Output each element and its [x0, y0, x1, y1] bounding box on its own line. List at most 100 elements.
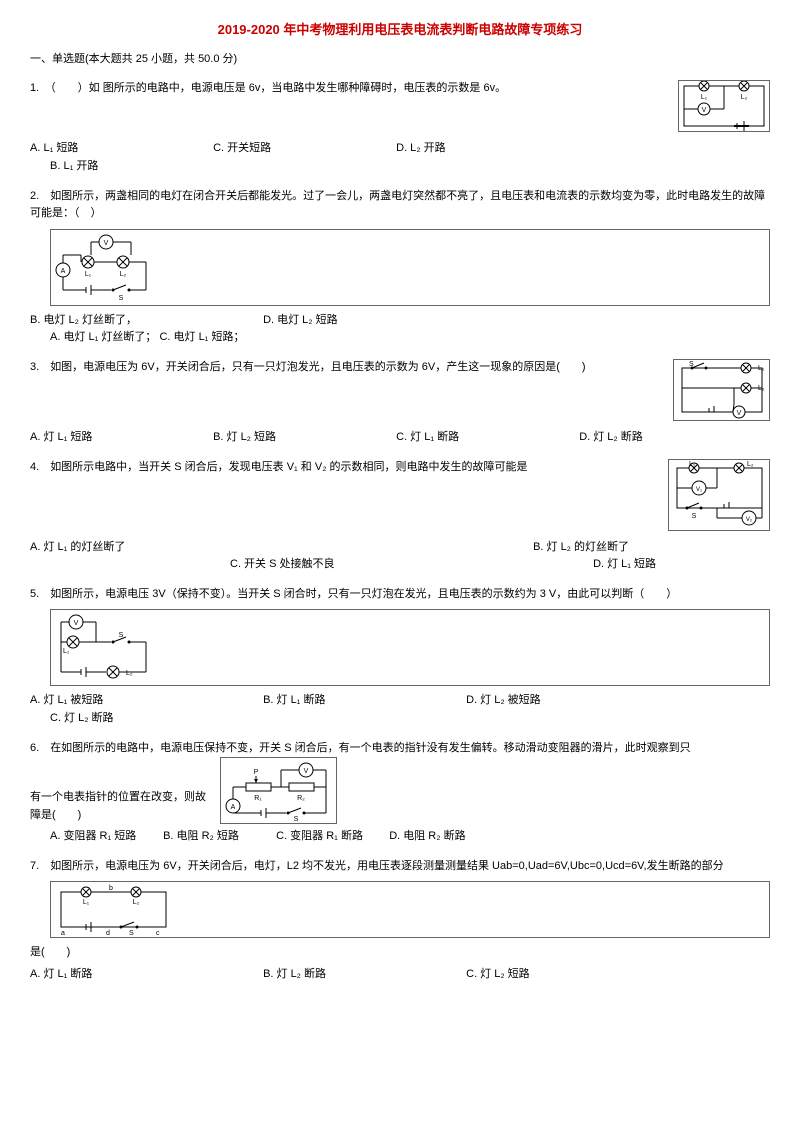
q6-circuit-fig: A V P R₁ R₂ S: [220, 757, 337, 824]
q1-num: 1.: [30, 82, 39, 94]
question-7: 7. 如图所示，电源电压为 6V，开关闭合后，电灯，L2 均不发光，用电压表逐段…: [30, 858, 770, 984]
svg-text:V: V: [737, 410, 742, 417]
q6-text-a: 在如图所示的电路中，电源电压保持不变，开关 S 闭合后，有一个电表的指针没有发生…: [50, 742, 690, 754]
q5-opt-d: D. 灯 L₂ 被短路: [466, 692, 541, 710]
q4-text: 如图所示电路中，当开关 S 闭合后，发现电压表 V₁ 和 V₂ 的示数相同，则电…: [50, 461, 527, 473]
q4-opt-a: A. 灯 L₁ 的灯丝断了: [30, 539, 530, 557]
q3-circuit-fig: S L₁ L₂ V: [673, 359, 770, 421]
q6-text-b: 有一个电表指针的位置在改变，则故障是( ): [30, 789, 210, 824]
svg-text:L₂: L₂: [747, 461, 754, 468]
q5-options: A. 灯 L₁ 被短路 B. 灯 L₁ 断路 D. 灯 L₂ 被短路 C. 灯 …: [30, 692, 770, 727]
q3-text: 如图，电源电压为 6V，开关闭合后，只有一只灯泡发光，且电压表的示数为 6V，产…: [50, 361, 585, 373]
page-title: 2019-2020 年中考物理利用电压表电流表判断电路故障专项练习: [30, 20, 770, 41]
q1-opt-a: A. L₁ 短路: [30, 140, 210, 158]
svg-text:V: V: [74, 620, 79, 627]
svg-text:d: d: [106, 930, 110, 937]
q4-options: A. 灯 L₁ 的灯丝断了 B. 灯 L₂ 的灯丝断了 C. 开关 S 处接触不…: [30, 539, 770, 574]
question-6: 6. 在如图所示的电路中，电源电压保持不变，开关 S 闭合后，有一个电表的指针没…: [30, 740, 770, 846]
q6-opt-b: B. 电阻 R₂ 短路: [163, 828, 273, 846]
q1-opt-d: D. L₂ 开路: [396, 140, 576, 158]
svg-text:L₂: L₂: [741, 94, 748, 101]
svg-text:L₂: L₂: [126, 670, 133, 677]
question-5: 5. 如图所示，电源电压 3V（保持不变）。当开关 S 闭合时，只有一只灯泡在发…: [30, 586, 770, 728]
svg-text:S: S: [294, 816, 299, 823]
svg-text:V: V: [304, 768, 309, 775]
q5-opt-a: A. 灯 L₁ 被短路: [30, 692, 260, 710]
svg-text:b: b: [109, 885, 113, 892]
q2-text: 如图所示，两盏相同的电灯在闭合开关后都能发光。过了一会儿，两盏电灯突然都不亮了，…: [30, 190, 765, 220]
q2-num: 2.: [30, 190, 39, 202]
svg-text:S: S: [692, 513, 697, 520]
q3-opt-b: B. 灯 L₂ 短路: [213, 429, 393, 447]
q7-opt-a: A. 灯 L₁ 断路: [30, 966, 260, 984]
svg-text:L₁: L₁: [758, 365, 765, 372]
svg-text:S: S: [689, 361, 694, 368]
question-4: L₁ L₂ V₁ S V₂ 4. 如图所示电路中，当开关 S 闭合后，发现电压表…: [30, 459, 770, 574]
svg-text:L₂: L₂: [758, 385, 765, 392]
q7-num: 7.: [30, 860, 39, 872]
svg-text:A: A: [231, 804, 236, 811]
q7-opt-c: C. 灯 L₂ 短路: [466, 966, 530, 984]
svg-text:P: P: [254, 769, 259, 776]
q1-opt-c: C. 开关短路: [213, 140, 393, 158]
q7-text-a: 如图所示，电源电压为 6V，开关闭合后，电灯，L2 均不发光，用电压表逐段测量测…: [50, 860, 723, 872]
svg-text:R₂: R₂: [297, 795, 305, 802]
q3-opt-d: D. 灯 L₂ 断路: [579, 429, 643, 447]
section-heading: 一、单选题(本大题共 25 小题，共 50.0 分): [30, 51, 770, 69]
q2-opt-a: A. 电灯 L₁ 灯丝断了；: [50, 329, 156, 347]
q6-num: 6.: [30, 742, 39, 754]
q5-opt-b: B. 灯 L₁ 断路: [263, 692, 463, 710]
q1-text: （ ）如 图所示的电路中，电源电压是 6v，当电路中发生哪种障碍时，电压表的示数…: [50, 82, 506, 94]
q2-opt-d: D. 电灯 L₂ 短路: [263, 312, 338, 330]
q2-opt-b: B. 电灯 L₂ 灯丝断了，: [30, 312, 260, 330]
svg-text:c: c: [156, 930, 160, 937]
svg-text:V₁: V₁: [696, 487, 702, 493]
q2-circuit-fig: A V L₁ L₂ S: [50, 229, 770, 306]
q5-opt-c: C. 灯 L₂ 断路: [50, 710, 114, 728]
svg-text:L₁: L₁: [85, 271, 92, 278]
svg-text:L₁: L₁: [83, 899, 90, 906]
q4-opt-d: D. 灯 L₁ 短路: [593, 556, 656, 574]
svg-text:V: V: [104, 240, 109, 247]
svg-text:L₂: L₂: [120, 271, 127, 278]
svg-text:S: S: [129, 930, 134, 937]
q3-options: A. 灯 L₁ 短路 B. 灯 L₂ 短路 C. 灯 L₁ 断路 D. 灯 L₂…: [30, 429, 770, 447]
svg-text:A: A: [61, 268, 66, 275]
q6-opt-d: D. 电阻 R₂ 断路: [389, 828, 465, 846]
svg-text:L₁: L₁: [63, 648, 70, 655]
q6-opt-c: C. 变阻器 R₁ 断路: [276, 828, 386, 846]
svg-text:R₁: R₁: [254, 795, 262, 802]
q6-options: A. 变阻器 R₁ 短路 B. 电阻 R₂ 短路 C. 变阻器 R₁ 断路 D.…: [50, 828, 770, 846]
q5-text: 如图所示，电源电压 3V（保持不变）。当开关 S 闭合时，只有一只灯泡在发光，且…: [50, 588, 677, 600]
q1-circuit-fig: L₁ L₂ V: [678, 80, 770, 132]
q7-options: A. 灯 L₁ 断路 B. 灯 L₂ 断路 C. 灯 L₂ 短路: [30, 966, 770, 984]
q7-circuit-fig: L₁ b L₂ a d S c: [50, 881, 770, 938]
svg-text:L₂: L₂: [133, 899, 140, 906]
q4-opt-b: B. 灯 L₂ 的灯丝断了: [533, 539, 629, 557]
q5-num: 5.: [30, 588, 39, 600]
q1-opt-b: B. L₁ 开路: [50, 158, 98, 176]
question-2: 2. 如图所示，两盏相同的电灯在闭合开关后都能发光。过了一会儿，两盏电灯突然都不…: [30, 188, 770, 347]
q3-opt-a: A. 灯 L₁ 短路: [30, 429, 210, 447]
q5-circuit-fig: V L₁ S L₂: [50, 609, 770, 686]
svg-text:L₁: L₁: [689, 461, 696, 468]
svg-text:S: S: [119, 632, 124, 639]
svg-text:V₂: V₂: [746, 517, 753, 523]
q7-opt-b: B. 灯 L₂ 断路: [263, 966, 463, 984]
svg-text:a: a: [61, 930, 65, 937]
q3-num: 3.: [30, 361, 39, 373]
q4-circuit-fig: L₁ L₂ V₁ S V₂: [668, 459, 770, 531]
q4-opt-c: C. 开关 S 处接触不良: [230, 556, 430, 574]
svg-text:L₁: L₁: [701, 94, 708, 101]
q3-opt-c: C. 灯 L₁ 断路: [396, 429, 576, 447]
q4-num: 4.: [30, 461, 39, 473]
q2-opt-c: C. 电灯 L₁ 短路；: [159, 329, 244, 347]
q6-opt-a: A. 变阻器 R₁ 短路: [50, 828, 160, 846]
question-3: S L₁ L₂ V 3. 如图，电源电压为 6V，开关闭合后，只有一只灯泡发光，…: [30, 359, 770, 447]
svg-text:S: S: [119, 295, 124, 302]
svg-text:V: V: [702, 107, 707, 114]
q7-text-b: 是( ): [30, 944, 770, 962]
q2-options: B. 电灯 L₂ 灯丝断了， D. 电灯 L₂ 短路 A. 电灯 L₁ 灯丝断了…: [30, 312, 770, 347]
q1-options: A. L₁ 短路 C. 开关短路 D. L₂ 开路 B. L₁ 开路: [30, 140, 770, 175]
question-1: L₁ L₂ V 1. （ ）如 图所示的电路中，电源电压是 6v，当电路中发生哪…: [30, 80, 770, 175]
